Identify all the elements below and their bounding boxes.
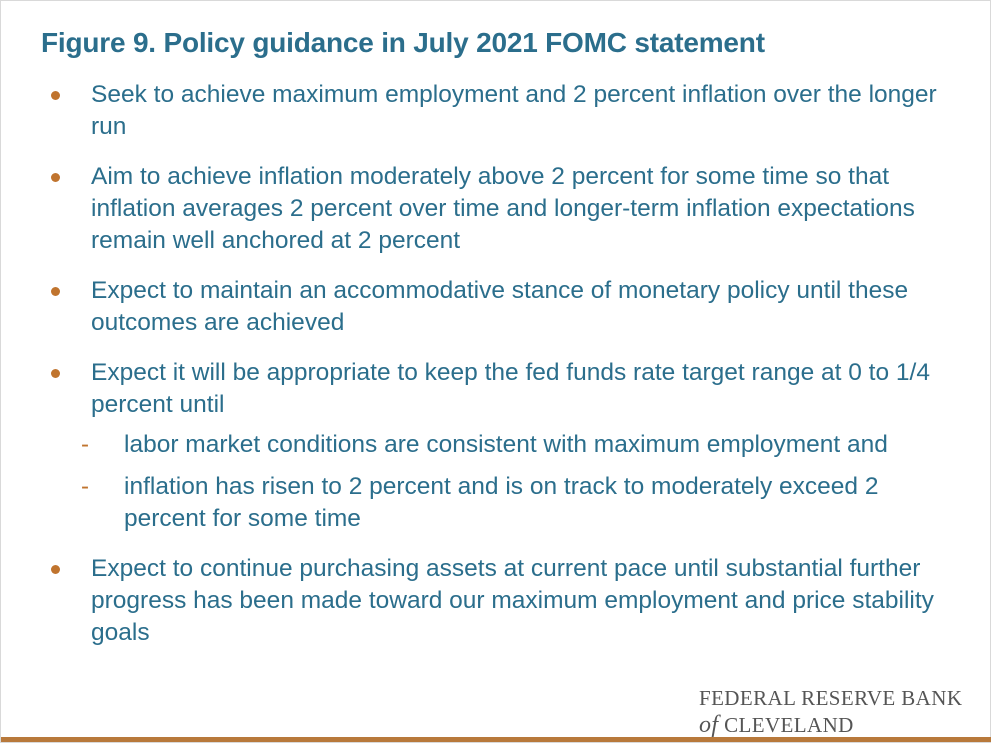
bullet-text: Aim to achieve inflation moderately abov… (91, 163, 915, 254)
bottom-accent-bar (1, 737, 991, 742)
logo-line-1: FEDERAL RESERVE BANK (699, 686, 963, 710)
bullet-text: Seek to achieve maximum employment and 2… (91, 81, 937, 140)
logo-of: of (699, 712, 719, 738)
bullet-dot-icon (51, 369, 60, 378)
bullet-item: Seek to achieve maximum employment and 2… (41, 79, 951, 143)
bullet-dot-icon (51, 565, 60, 574)
bullet-text: Expect to continue purchasing assets at … (91, 555, 934, 646)
logo-line-2: of CLEVELAND (699, 712, 962, 739)
logo-city: CLEVELAND (724, 713, 854, 737)
sub-bullet-text: labor market conditions are consistent w… (124, 431, 888, 458)
sub-bullet-item: - labor market conditions are consistent… (41, 429, 951, 461)
bullet-dot-icon (51, 287, 60, 296)
sub-bullet-list: - labor market conditions are consistent… (41, 429, 951, 535)
bullet-item: Aim to achieve inflation moderately abov… (41, 161, 951, 257)
bullet-list: Seek to achieve maximum employment and 2… (41, 79, 951, 667)
sub-bullet-text: inflation has risen to 2 percent and is … (124, 473, 879, 532)
federal-reserve-logo: FEDERAL RESERVE BANK of CLEVELAND (699, 685, 962, 739)
bullet-dot-icon (51, 91, 60, 100)
bullet-text: Expect it will be appropriate to keep th… (91, 359, 930, 418)
bullet-text: Expect to maintain an accommodative stan… (91, 277, 909, 336)
bullet-item: Expect it will be appropriate to keep th… (41, 357, 951, 535)
sub-bullet-item: - inflation has risen to 2 percent and i… (41, 471, 951, 535)
slide-title: Figure 9. Policy guidance in July 2021 F… (41, 27, 765, 58)
bullet-item: Expect to continue purchasing assets at … (41, 553, 951, 649)
bullet-item: Expect to maintain an accommodative stan… (41, 275, 951, 339)
bullet-dot-icon (51, 173, 60, 182)
dash-icon: - (81, 473, 89, 500)
dash-icon: - (81, 431, 89, 458)
